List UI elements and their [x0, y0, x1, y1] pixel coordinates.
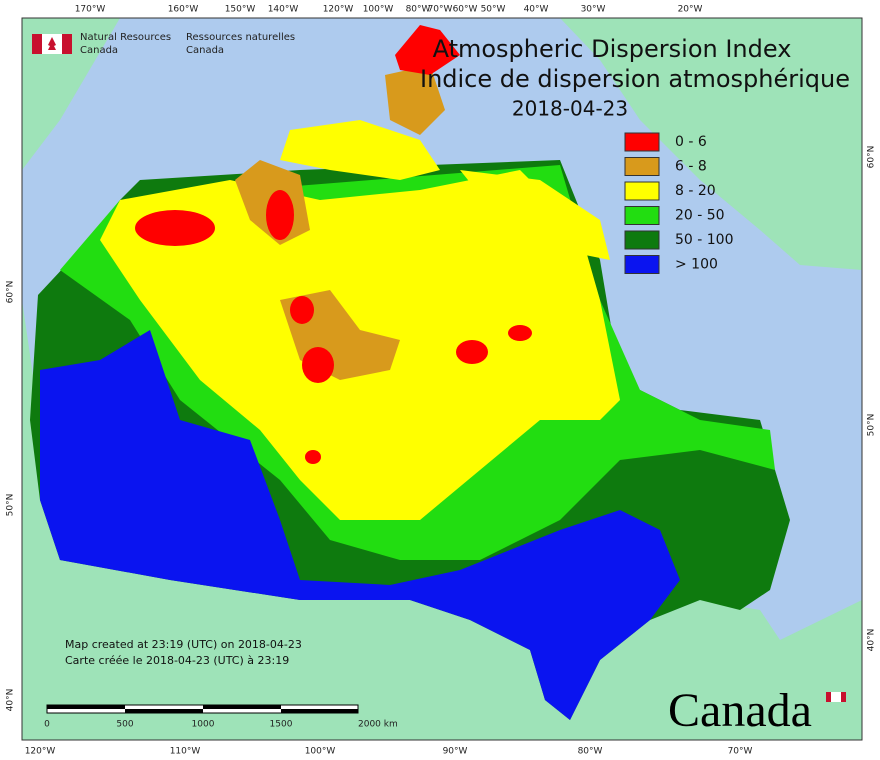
scale-seg: [125, 709, 203, 713]
usa: [22, 300, 862, 740]
longitude-label: 90°W: [443, 747, 468, 757]
longitude-label: 150°W: [225, 5, 256, 15]
latitude-label: 60°N: [6, 281, 16, 304]
latitude-label: 50°N: [6, 494, 16, 517]
legend-label: 20 - 50: [675, 208, 725, 224]
legend-swatch: [624, 206, 660, 225]
date: 2018-04-23: [512, 97, 628, 121]
longitude-label: 160°W: [168, 5, 199, 15]
scale-label: 500: [116, 720, 133, 730]
flag-bar: [32, 34, 42, 54]
longitude-label: 60°W: [453, 5, 478, 15]
longitude-label: 100°W: [305, 747, 336, 757]
longitude-label: 140°W: [268, 5, 299, 15]
longitude-label: 80°W: [578, 747, 603, 757]
legend-label: 8 - 20: [675, 183, 716, 199]
footer: Carte créée le 2018-04-23 (UTC) à 23:19: [65, 654, 289, 667]
flag-leaf: [48, 37, 56, 50]
longitude-label: 120°W: [25, 747, 56, 757]
legend-label: 0 - 6: [675, 134, 707, 150]
agency-fr: Ressources naturelles: [186, 32, 295, 43]
footer: Map created at 23:19 (UTC) on 2018-04-23: [65, 638, 302, 651]
legend-swatch: [624, 157, 660, 176]
scale-seg: [281, 709, 358, 713]
legend-swatch: [624, 255, 660, 274]
region: [290, 296, 314, 324]
region: [40, 330, 680, 720]
scale-label: 2000 km: [358, 720, 398, 730]
scale-seg: [203, 705, 281, 709]
scale-label: 1500: [270, 720, 293, 730]
region: [395, 25, 460, 75]
region: [460, 170, 610, 260]
title: Indice de dispersion atmosphérique: [420, 65, 850, 93]
longitude-label: 80°W: [406, 5, 431, 15]
region: [266, 190, 294, 240]
wordmark-flag: [831, 692, 841, 702]
scale-label: 0: [44, 720, 50, 730]
frame: [21, 17, 863, 741]
land: [22, 18, 120, 170]
latitude-label: 60°N: [867, 146, 877, 169]
longitude-label: 20°W: [678, 5, 703, 15]
region: [135, 210, 215, 246]
longitude-label: 40°W: [524, 5, 549, 15]
legend-swatch: [624, 132, 660, 152]
latitude-label: 40°N: [867, 629, 877, 652]
legend-label: 50 - 100: [675, 232, 734, 248]
region: [302, 347, 334, 383]
longitude-label: 170°W: [75, 5, 106, 15]
region: [508, 325, 532, 341]
legend-swatch: [624, 230, 660, 250]
flag-bar: [62, 34, 72, 54]
region: [385, 65, 445, 135]
latitude-label: 50°N: [867, 414, 877, 437]
latitude-label: 40°N: [6, 689, 16, 712]
longitude-label: 120°W: [323, 5, 354, 15]
longitude-label: 50°W: [481, 5, 506, 15]
legend-label: 6 - 8: [675, 159, 707, 175]
longitude-label: 100°W: [363, 5, 394, 15]
agency-en: Natural Resources: [80, 32, 171, 43]
region: [305, 450, 321, 464]
agency-fr: Canada: [186, 45, 224, 56]
wordmark: Canada: [668, 684, 812, 737]
region: [280, 120, 440, 180]
legend-label: > 100: [675, 257, 718, 273]
scale-label: 1000: [192, 720, 215, 730]
greenland: [560, 18, 862, 270]
longitude-label: 110°W: [170, 747, 201, 757]
scale-bar: [46, 704, 359, 714]
longitude-label: 70°W: [428, 5, 453, 15]
longitude-label: 30°W: [581, 5, 606, 15]
region: [456, 340, 488, 364]
longitude-label: 70°W: [728, 747, 753, 757]
title: Atmospheric Dispersion Index: [433, 35, 792, 63]
scale-seg: [47, 705, 125, 709]
agency-en: Canada: [80, 45, 118, 56]
legend-swatch: [624, 181, 660, 201]
